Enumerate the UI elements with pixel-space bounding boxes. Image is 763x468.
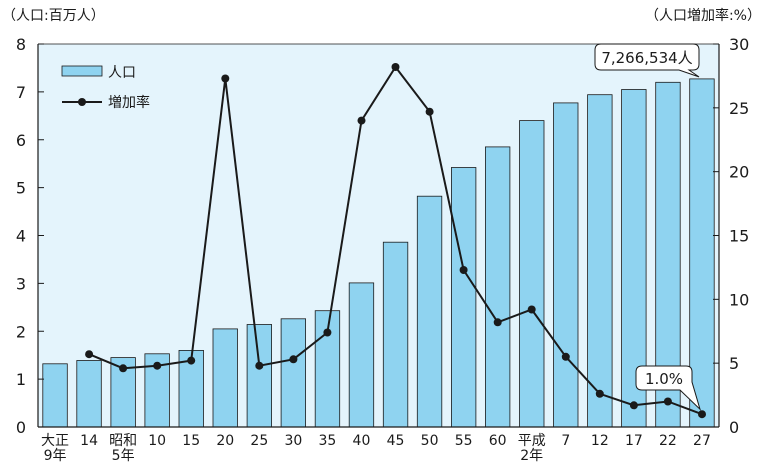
growth-rate-point: [527, 305, 536, 314]
bar-population: [519, 120, 545, 428]
growth-rate-point: [561, 352, 570, 361]
x-tick-label: 12: [591, 433, 609, 449]
bar-population: [246, 324, 273, 428]
right-tick-label: 30: [729, 35, 749, 54]
legend-label-growth-rate: 増加率: [108, 94, 150, 111]
x-tick-label: 27: [693, 433, 711, 449]
growth-rate-point: [493, 318, 502, 327]
bar-population: [553, 102, 579, 428]
x-tick-label: 55: [455, 433, 473, 449]
bar-population: [280, 318, 307, 428]
growth-rate-point: [119, 364, 128, 373]
left-tick-label: 2: [16, 322, 26, 341]
population-callout-label: 7,266,534人: [601, 49, 692, 67]
left-tick-label: 0: [16, 418, 26, 437]
x-tick-label: 40: [353, 433, 371, 449]
right-tick-label: 20: [729, 163, 749, 182]
right-tick-label: 15: [729, 227, 749, 246]
growth-rate-point: [153, 361, 162, 370]
growth-rate-point: [289, 355, 298, 364]
bar-population: [76, 360, 102, 428]
x-tick-label: 大正: [41, 433, 69, 449]
bar-population: [450, 167, 477, 428]
bar-population: [212, 328, 238, 428]
growth-rate-point: [323, 328, 332, 337]
bar-population: [382, 241, 409, 428]
bar-population: [348, 282, 375, 428]
x-tick-label: 14: [80, 433, 98, 449]
growth-rate-point: [629, 401, 638, 410]
x-tick-label: 15: [182, 433, 200, 449]
legend-line-marker: [78, 98, 86, 106]
left-tick-label: 3: [16, 274, 26, 293]
x-tick-label: 2年: [520, 448, 543, 464]
growth-rate-point: [391, 63, 400, 71]
bar-population: [42, 363, 68, 428]
left-tick-label: 6: [16, 131, 26, 150]
growth-rate-callout-label: 1.0%: [645, 370, 683, 388]
x-tick-label: 20: [216, 433, 234, 449]
x-tick-label: 10: [148, 433, 166, 449]
bar-population: [689, 78, 715, 428]
right-tick-label: 10: [729, 290, 749, 309]
legend-bar-swatch: [61, 65, 103, 77]
x-tick-label: 45: [387, 433, 405, 449]
growth-rate-point: [595, 389, 604, 398]
x-tick-label: 9年: [44, 448, 67, 464]
right-tick-label: 25: [729, 99, 749, 118]
right-axis-unit: （人口増加率:%）: [645, 7, 761, 24]
growth-rate-point: [187, 356, 196, 365]
population-callout: [594, 43, 700, 78]
x-tick-label: 22: [659, 433, 677, 449]
x-tick-label: 50: [421, 433, 439, 449]
left-tick-label: 4: [16, 227, 26, 246]
growth-rate-point: [459, 266, 468, 274]
left-tick-label: 1: [16, 370, 26, 389]
x-tick-label: 7: [561, 433, 570, 449]
growth-rate-point: [425, 107, 434, 116]
right-tick-label: 0: [729, 418, 739, 437]
left-tick-label: 5: [16, 179, 26, 198]
growth-rate-point: [255, 361, 264, 370]
left-tick-label: 7: [16, 83, 26, 102]
x-tick-label: 昭和: [109, 433, 137, 449]
growth-rate-point: [663, 397, 672, 406]
left-axis-unit: （人口:百万人）: [2, 8, 105, 24]
growth-rate-point: [221, 74, 230, 83]
x-tick-label: 35: [319, 433, 337, 449]
legend-label-population: 人口: [108, 65, 136, 81]
growth-rate-point: [357, 116, 366, 125]
x-tick-label: 25: [250, 433, 268, 449]
x-tick-label: 17: [625, 433, 643, 449]
x-tick-label: 5年: [112, 448, 135, 464]
bar-population: [484, 146, 511, 428]
growth-rate-point: [698, 410, 706, 419]
left-tick-label: 8: [16, 35, 26, 54]
bar-population: [416, 195, 443, 428]
x-tick-label: 平成: [518, 433, 546, 449]
x-tick-label: 30: [284, 433, 302, 449]
bar-population: [587, 94, 613, 428]
growth-rate-point: [85, 350, 94, 359]
x-tick-label: 60: [489, 433, 507, 449]
growth-rate-callout: [635, 365, 702, 411]
right-tick-label: 5: [729, 354, 739, 373]
